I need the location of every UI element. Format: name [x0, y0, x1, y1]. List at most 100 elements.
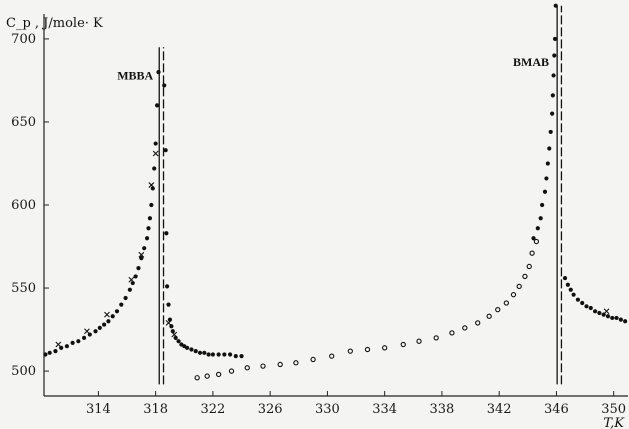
x-tick-label: 350 — [601, 402, 626, 417]
data-point-dot — [597, 310, 602, 316]
data-point-cross — [152, 150, 159, 157]
data-point-open — [475, 320, 481, 326]
x-tick-label: 338 — [430, 402, 455, 417]
data-point-dot — [47, 350, 52, 355]
data-point-dot — [568, 287, 573, 292]
data-point-dot — [43, 352, 48, 357]
data-point-open — [347, 348, 353, 354]
data-point-dot — [571, 292, 576, 297]
data-point-dot — [166, 302, 171, 307]
data-point-dot — [136, 266, 141, 271]
data-point-dot — [123, 295, 128, 301]
data-point-open — [433, 335, 439, 341]
data-point-open — [204, 373, 210, 379]
data-point-dot — [538, 216, 543, 221]
chart-labels: C_p , J/mole· K T,K MBBA BMAB — [6, 16, 625, 429]
x-tick-label: 322 — [200, 402, 225, 417]
data-point-dot — [553, 3, 558, 8]
y-tick-label: 500 — [11, 364, 36, 379]
data-point-dot — [152, 166, 157, 171]
data-point-dot — [233, 354, 238, 359]
data-point-dot — [164, 284, 170, 289]
x-tick-label: 314 — [86, 402, 111, 417]
data-point-dot — [610, 315, 615, 321]
y-tick-label: 550 — [11, 281, 36, 296]
data-point-dot — [189, 347, 194, 352]
data-point-cross — [84, 328, 90, 335]
data-point-dot — [227, 352, 233, 357]
annotation-bmab: BMAB — [513, 55, 549, 69]
data-point-dot — [216, 352, 221, 357]
data-point-dot — [550, 111, 555, 116]
data-point-dot — [592, 309, 598, 314]
data-point-open — [449, 330, 455, 336]
data-point-open — [364, 346, 371, 353]
data-point-dot — [575, 297, 581, 302]
data-point-dot — [114, 309, 120, 314]
data-point-open — [382, 345, 388, 351]
data-point-open — [400, 341, 406, 348]
x-tick-label: 318 — [143, 402, 168, 417]
data-point-dot — [540, 202, 545, 208]
data-point-cross — [165, 320, 172, 326]
data-point-dot — [588, 305, 593, 311]
data-point-open — [503, 300, 509, 306]
data-point-dot — [149, 202, 154, 208]
data-point-dot — [623, 319, 628, 324]
data-point-dot — [144, 236, 150, 241]
data-point-open — [215, 371, 222, 378]
data-point-dot — [142, 246, 147, 251]
data-point-dot — [545, 161, 550, 166]
data-point-open — [310, 356, 316, 363]
data-point-dot — [119, 302, 124, 307]
data-point-open — [522, 273, 528, 280]
y-tick-label: 700 — [11, 32, 36, 47]
data-point-dot — [206, 352, 211, 357]
data-point-dot — [164, 231, 169, 236]
data-point-open — [277, 361, 283, 368]
y-tick-label: 600 — [11, 198, 36, 213]
data-point-dot — [239, 354, 244, 359]
data-point-open — [260, 363, 266, 369]
data-point-dot — [547, 146, 552, 151]
annotation-mbba: MBBA — [117, 68, 153, 82]
data-point-dot — [64, 344, 70, 349]
data-point-open — [228, 368, 235, 374]
x-tick-label: 342 — [487, 402, 512, 417]
x-tick-label: 326 — [258, 402, 283, 417]
data-point-dot — [222, 352, 227, 357]
data-point-open — [194, 375, 200, 381]
x-tick-label: 330 — [315, 402, 340, 417]
data-point-dot — [542, 189, 548, 194]
data-point-dot — [154, 103, 160, 108]
data-point-dot — [202, 350, 207, 355]
data-point-cross — [128, 276, 135, 283]
data-point-dot — [102, 322, 107, 327]
data-point-dot — [97, 325, 102, 331]
data-points — [43, 3, 628, 381]
y-axis-title: C_p , J/mole· K — [6, 16, 103, 31]
x-axis-title: T,K — [603, 416, 625, 429]
data-point-dot — [614, 315, 619, 321]
data-point-cross — [104, 311, 110, 318]
data-point-dot — [81, 335, 87, 340]
data-point-dot — [562, 275, 568, 281]
data-point-cross — [171, 331, 178, 338]
data-point-dot — [76, 339, 81, 344]
data-point-dot — [93, 329, 98, 334]
data-point-dot — [605, 314, 611, 319]
data-point-dot — [580, 300, 585, 306]
data-point-dot — [147, 216, 153, 221]
axes: 500 550 600 650 700 314 318 322 326 330 334 338 342 3… — [11, 14, 628, 417]
data-point-cross — [138, 251, 145, 258]
data-point-cross — [55, 341, 62, 348]
data-point-open — [510, 292, 517, 298]
data-point-cross — [603, 308, 610, 315]
data-point-open — [416, 338, 422, 344]
data-point-open — [516, 283, 522, 290]
data-point-open — [293, 360, 299, 366]
data-point-dot — [544, 176, 549, 181]
data-point-dot — [163, 148, 168, 153]
data-point-dot — [110, 314, 115, 319]
